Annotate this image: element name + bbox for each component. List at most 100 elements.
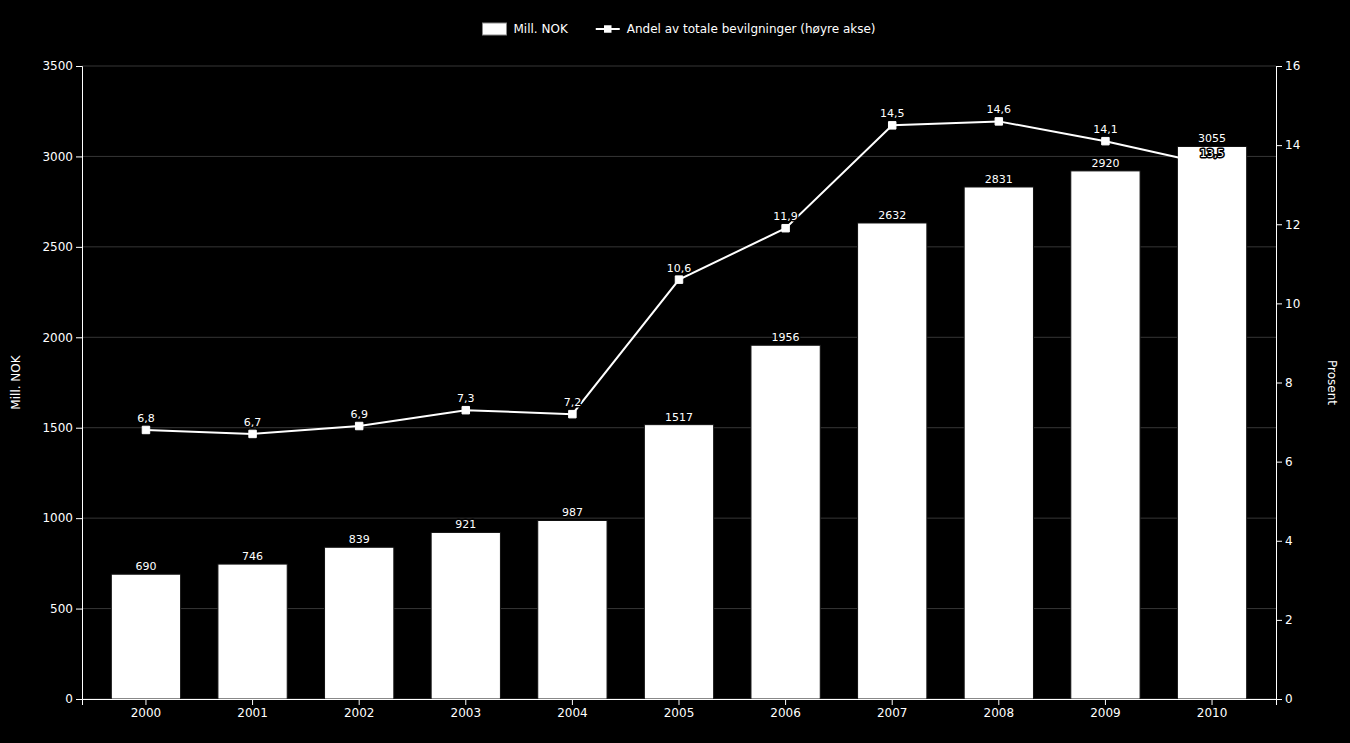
- bar: [431, 532, 500, 699]
- chart-root: 6907468399219871517195626322831292030556…: [0, 0, 1350, 743]
- tick: 2003: [451, 699, 482, 720]
- tick-mark: [1276, 462, 1282, 463]
- bar: [325, 547, 394, 699]
- tick-label: 2003: [451, 706, 482, 720]
- tick: 2008: [984, 699, 1015, 720]
- tick-label: 500: [50, 602, 73, 616]
- bar: [1177, 146, 1246, 699]
- marks: [111, 118, 1246, 699]
- plot-area: 6907468399219871517195626322831292030556…: [9, 59, 1339, 719]
- tick-mark: [679, 699, 680, 705]
- tick-mark: [145, 699, 146, 705]
- tick: 2500: [42, 240, 82, 254]
- tick: 0: [1276, 692, 1293, 706]
- tick-label: 1500: [42, 421, 73, 435]
- tick: 3500: [42, 59, 82, 73]
- line-series: [142, 118, 1216, 438]
- line-label: 14,5: [880, 107, 905, 120]
- line-marker: [1208, 161, 1215, 168]
- line-marker: [462, 406, 469, 413]
- bar: [218, 564, 287, 699]
- bar: [111, 574, 180, 699]
- tick: 1000: [42, 511, 82, 525]
- tick: 0: [65, 692, 82, 706]
- axis-domain: [1277, 67, 1283, 700]
- bar-label: 839: [349, 533, 370, 546]
- bar: [538, 520, 607, 699]
- tick-mark: [1276, 66, 1282, 67]
- tick: 8: [1276, 376, 1293, 390]
- tick-label: 2000: [131, 706, 162, 720]
- legend-label: Andel av totale bevilgninger (høyre akse…: [627, 22, 876, 36]
- axis-domain: [76, 67, 83, 700]
- line-label: 14,1: [1093, 123, 1118, 136]
- tick: 1500: [42, 421, 82, 435]
- tick: 3000: [42, 150, 82, 164]
- x-axis: 2000 2001 2002 2003 2004 2005 2006 2007 2008 2009…: [83, 699, 1277, 720]
- tick-label: 0: [1285, 692, 1293, 706]
- line-marker: [888, 122, 895, 129]
- tick-label: 10: [1285, 297, 1300, 311]
- tick-mark: [359, 699, 360, 705]
- tick: 2009: [1090, 699, 1121, 720]
- bar: [1071, 171, 1140, 699]
- bar-label: 2632: [878, 209, 906, 222]
- tick-label: 8: [1285, 376, 1293, 390]
- line-marker: [355, 422, 362, 429]
- tick-label: 2: [1285, 613, 1293, 627]
- tick: 2002: [344, 699, 375, 720]
- line-label: 10,6: [667, 262, 692, 275]
- line-label: 7,2: [564, 396, 582, 409]
- tick-label: 4: [1285, 534, 1293, 548]
- tick-label: 16: [1285, 59, 1300, 73]
- tick-mark: [1276, 620, 1282, 621]
- y2-axis-title: Prosent: [1325, 360, 1339, 405]
- tick-mark: [892, 699, 893, 705]
- tick-mark: [252, 699, 253, 705]
- tick-mark: [1212, 699, 1213, 705]
- tick-mark: [76, 247, 82, 248]
- tick: 2001: [237, 699, 268, 720]
- line-marker: [569, 410, 576, 417]
- line-marker: [1102, 137, 1109, 144]
- tick-mark: [76, 609, 82, 610]
- tick: 14: [1276, 138, 1300, 152]
- y2-axis: 0 2 4 6 8 10 12 14 16: [1276, 59, 1300, 706]
- tick-label: 1000: [42, 511, 73, 525]
- line-label: 6,9: [350, 408, 368, 421]
- tick-mark: [76, 518, 82, 519]
- tick: 12: [1276, 218, 1300, 232]
- tick-label: 2001: [237, 706, 268, 720]
- tick-label: 2006: [770, 706, 801, 720]
- tick-mark: [76, 156, 82, 157]
- line-label: 14,6: [987, 103, 1012, 116]
- bar: [858, 223, 927, 699]
- line-label: 11,9: [773, 210, 798, 223]
- line-marker: [995, 118, 1002, 125]
- tick-mark: [572, 699, 573, 705]
- tick: 2004: [557, 699, 588, 720]
- line: [146, 121, 1212, 434]
- line-marker: [249, 430, 256, 437]
- tick-label: 6: [1285, 455, 1293, 469]
- line-label: 13,5: [1200, 147, 1225, 160]
- tick-label: 2010: [1197, 706, 1228, 720]
- tick-mark: [76, 66, 82, 67]
- tick-label: 2009: [1090, 706, 1121, 720]
- tick: 2007: [877, 699, 908, 720]
- legend-label: Mill. NOK: [513, 22, 568, 36]
- tick-mark: [1276, 383, 1282, 384]
- tick: 2000: [42, 331, 82, 345]
- tick-label: 3500: [42, 59, 73, 73]
- bar: [964, 187, 1033, 699]
- bar-label: 2831: [985, 173, 1013, 186]
- tick: 6: [1276, 455, 1293, 469]
- tick-label: 14: [1285, 138, 1300, 152]
- data-labels: 6907468399219871517195626322831292030556…: [135, 103, 1226, 573]
- tick-mark: [76, 337, 82, 338]
- bar: [644, 425, 713, 699]
- tick: 2010: [1197, 699, 1228, 720]
- tick-label: 2000: [42, 331, 73, 345]
- tick-mark: [465, 699, 466, 705]
- tick: 2005: [664, 699, 695, 720]
